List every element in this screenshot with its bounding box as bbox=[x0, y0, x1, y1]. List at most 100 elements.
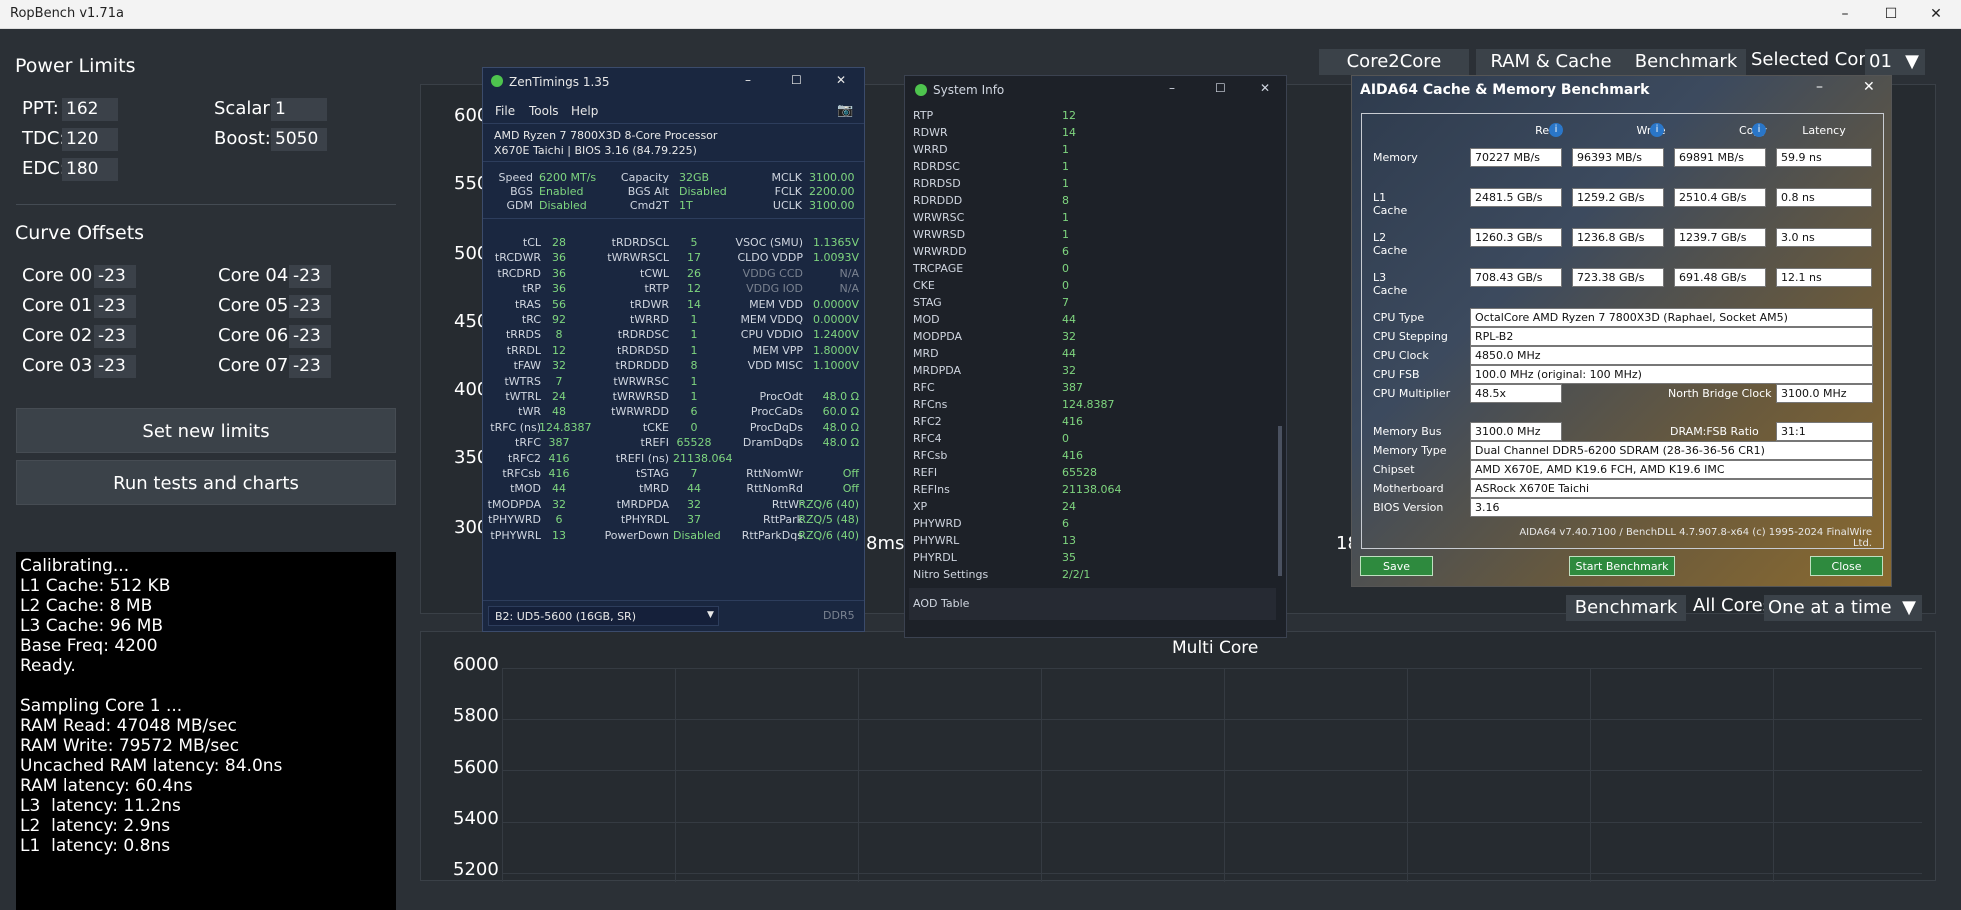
start-benchmark-button[interactable]: Start Benchmark bbox=[1569, 556, 1675, 576]
zen-value: 21138.064 bbox=[673, 451, 733, 465]
info-icon[interactable]: i bbox=[1549, 123, 1563, 137]
sysinfo-label: REFI bbox=[913, 466, 938, 479]
edc-field[interactable]: 180 bbox=[62, 158, 118, 181]
zen-value: Enabled bbox=[539, 185, 584, 198]
menu-tools[interactable]: Tools bbox=[529, 104, 559, 118]
scalar-field[interactable]: 1 bbox=[271, 98, 327, 121]
benchmark-all-button[interactable]: Benchmark bbox=[1566, 595, 1686, 621]
bench-value: 691.48 GB/s bbox=[1674, 268, 1766, 287]
zen-value: Disabled bbox=[679, 185, 727, 198]
save-button[interactable]: Save bbox=[1360, 556, 1433, 576]
core-04-label: Core 04: bbox=[218, 265, 295, 286]
close-icon[interactable]: ✕ bbox=[836, 73, 847, 87]
ppt-field[interactable]: 162 bbox=[62, 98, 118, 121]
tdc-field[interactable]: 120 bbox=[62, 128, 118, 151]
menu-file[interactable]: File bbox=[495, 104, 516, 118]
all-cores-label: All Cores bbox=[1693, 595, 1773, 616]
close-icon[interactable]: ✕ bbox=[1863, 79, 1875, 95]
zen-value: 5 bbox=[690, 236, 698, 249]
zen-value: RZQ/6 (40) bbox=[798, 497, 859, 511]
info-icon[interactable]: i bbox=[1650, 123, 1664, 137]
minimize-icon[interactable]: – bbox=[1841, 6, 1849, 22]
run-tests-button[interactable]: Run tests and charts bbox=[16, 460, 396, 505]
cpu-fsb-label: CPU FSB bbox=[1373, 368, 1420, 381]
zen-label: tCKE bbox=[642, 420, 669, 434]
sysinfo-value: 0 bbox=[1062, 279, 1069, 292]
zen-value: Off bbox=[842, 482, 859, 496]
chevron-down-icon: ▼ bbox=[1905, 51, 1919, 72]
minimize-icon[interactable]: – bbox=[1816, 79, 1823, 95]
selected-core-dropdown[interactable]: 01 ▼ bbox=[1865, 49, 1925, 75]
zen-label: VSOC (SMU) bbox=[735, 236, 803, 249]
core-03-field[interactable]: -23 bbox=[94, 355, 136, 378]
zentimings-title: ZenTimings 1.35 bbox=[509, 75, 610, 89]
zen-value: 1 bbox=[690, 313, 698, 326]
aod-table-header[interactable]: AOD Table bbox=[909, 588, 1276, 620]
zen-label: BGS Alt bbox=[627, 185, 669, 198]
core-07-field[interactable]: -23 bbox=[289, 355, 331, 378]
zen-value: 8 bbox=[690, 359, 698, 373]
close-icon[interactable]: ✕ bbox=[1930, 6, 1942, 22]
sysinfo-value: 65528 bbox=[1062, 466, 1097, 479]
console-line: L1 latency: 0.8ns bbox=[20, 836, 171, 856]
zen-label: Cmd2T bbox=[629, 199, 669, 212]
sysinfo-value: 124.8387 bbox=[1062, 398, 1115, 411]
zen-value: 1 bbox=[690, 328, 698, 342]
close-icon[interactable]: ✕ bbox=[1260, 81, 1271, 95]
memory-bus-value: 3100.0 MHz bbox=[1470, 422, 1562, 441]
benchmark-button[interactable]: Benchmark bbox=[1626, 49, 1746, 75]
close-button[interactable]: Close bbox=[1810, 556, 1883, 576]
ram-cache-button[interactable]: RAM & Cache bbox=[1476, 49, 1626, 75]
core-03-label: Core 03: bbox=[22, 355, 99, 376]
scrollbar[interactable] bbox=[1278, 426, 1282, 576]
zen-label: tRFC2 bbox=[508, 451, 541, 465]
maximize-icon[interactable]: ☐ bbox=[1884, 6, 1898, 22]
maximize-icon[interactable]: ☐ bbox=[1215, 81, 1226, 95]
zen-value: 36 bbox=[552, 266, 566, 280]
zen-label: ProcOdt bbox=[759, 390, 803, 403]
zen-value: 36 bbox=[552, 251, 566, 265]
profile-select[interactable]: B2: UD5-5600 (16GB, SR) ▼ bbox=[488, 606, 719, 626]
sysinfo-label: RDRDDD bbox=[913, 194, 963, 207]
bench-value: 3.0 ns bbox=[1776, 228, 1872, 247]
mode-dropdown[interactable]: One at a time ▼ bbox=[1764, 595, 1922, 621]
boost-field[interactable]: 5050 bbox=[271, 128, 327, 151]
set-new-limits-button[interactable]: Set new limits bbox=[16, 408, 396, 453]
cpu-multiplier-value: 48.5x bbox=[1470, 384, 1562, 403]
system-info-title: System Info bbox=[933, 83, 1005, 97]
core-06-field[interactable]: -23 bbox=[289, 325, 331, 348]
maximize-icon[interactable]: ☐ bbox=[791, 73, 802, 87]
boost-label: Boost: bbox=[214, 128, 271, 149]
core-04-field[interactable]: -23 bbox=[289, 265, 331, 288]
zen-label: VDDG IOD bbox=[746, 282, 803, 296]
sysinfo-label: RFC4 bbox=[913, 432, 942, 445]
minimize-icon[interactable]: – bbox=[745, 73, 751, 87]
chevron-down-icon: ▼ bbox=[1902, 597, 1916, 618]
sysinfo-label: RFC bbox=[913, 381, 935, 394]
zen-label: MEM VPP bbox=[752, 343, 803, 357]
multi-core-chart bbox=[420, 631, 1936, 882]
menu-help[interactable]: Help bbox=[571, 104, 599, 118]
core-05-field[interactable]: -23 bbox=[289, 295, 331, 318]
core-02-field[interactable]: -23 bbox=[94, 325, 136, 348]
core2core-button[interactable]: Core2Core bbox=[1319, 49, 1469, 75]
sysinfo-value: 32 bbox=[1062, 330, 1076, 343]
zen-label: tMRDPDA bbox=[616, 497, 669, 511]
minimize-icon[interactable]: – bbox=[1169, 81, 1175, 95]
sysinfo-label: WRWRSC bbox=[913, 211, 965, 224]
zentimings-logo-icon bbox=[491, 75, 503, 87]
sysinfo-label: RDRDSD bbox=[913, 177, 961, 190]
zen-label: ProcDqDs bbox=[749, 420, 803, 434]
info-icon[interactable]: i bbox=[1752, 123, 1766, 137]
bench-value: 1260.3 GB/s bbox=[1470, 228, 1562, 247]
core-01-field[interactable]: -23 bbox=[94, 295, 136, 318]
zen-label: tMRD bbox=[639, 482, 669, 496]
profile-value: B2: UD5-5600 (16GB, SR) bbox=[495, 610, 636, 623]
console-line: L3 latency: 11.2ns bbox=[20, 796, 181, 816]
zen-label: tWRRD bbox=[630, 313, 669, 326]
core-00-field[interactable]: -23 bbox=[94, 265, 136, 288]
zen-value: Off bbox=[842, 467, 859, 480]
zen-label: RttParkDqs bbox=[741, 528, 803, 542]
camera-icon[interactable]: 📷 bbox=[837, 103, 854, 118]
zen-value: 14 bbox=[687, 297, 701, 311]
